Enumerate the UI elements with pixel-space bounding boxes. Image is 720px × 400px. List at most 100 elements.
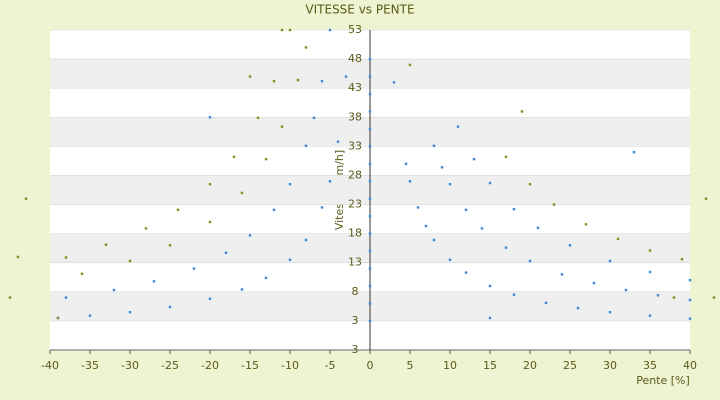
point [128,259,132,263]
point [304,46,308,49]
point [560,273,564,276]
point [280,125,284,128]
point [88,314,92,317]
x-tick-label: -15 [241,359,259,372]
point [104,243,108,246]
point [24,197,28,200]
point [368,75,372,78]
point [208,297,212,300]
point [472,157,476,161]
point [288,182,292,186]
point [368,284,372,288]
point [368,92,372,96]
x-tick-label: -5 [325,359,336,372]
point [528,182,532,186]
x-tick-label: 5 [407,359,414,372]
y-tick-label: 8 [352,285,359,298]
point [368,162,372,166]
point [168,244,172,247]
point [504,246,508,249]
point [368,127,372,131]
point [144,227,148,230]
point [608,259,612,263]
point [320,80,324,83]
point [296,78,300,82]
point [368,302,372,305]
point [464,208,468,211]
point [248,234,252,237]
point [680,258,684,261]
point [688,317,692,320]
point [656,294,660,297]
point [16,255,20,259]
point [632,150,636,154]
point [712,296,716,299]
point [208,116,212,119]
point [208,182,212,186]
point [344,75,348,78]
point [368,249,372,253]
x-tick-label: -35 [81,359,99,372]
point [8,296,12,299]
x-tick-label: 40 [683,359,697,372]
x-tick-label: 35 [643,359,657,372]
point [704,197,708,200]
point [584,223,588,226]
point [224,251,228,255]
point [648,270,652,274]
point [448,258,452,262]
x-tick-label: 15 [483,359,497,372]
y-tick-label: 18 [348,227,362,240]
point [168,305,172,309]
point [592,281,596,285]
point [256,116,260,120]
point [624,288,628,292]
x-tick-label: -20 [201,359,219,372]
x-tick-label: -30 [121,359,139,372]
point [64,256,68,259]
y-tick-label: 38 [348,110,362,123]
point [536,226,540,230]
point [272,208,276,211]
point [392,81,396,84]
point [648,249,652,252]
point [192,267,196,270]
y-tick-label: 43 [348,81,362,94]
point [128,310,132,314]
point [112,288,116,292]
point [240,191,244,195]
y-tick-label: 48 [348,52,362,65]
x-tick-label: -25 [161,359,179,372]
y-tick-label: 33 [348,139,362,152]
point [528,259,532,263]
x-tick-label: 20 [523,359,537,372]
point [576,306,580,310]
point [464,271,468,274]
point [368,319,372,323]
point [448,182,452,186]
point [408,180,412,183]
point [232,155,236,159]
point [608,310,612,314]
point [488,181,492,185]
point [368,232,372,235]
point [208,220,212,224]
point [512,208,516,211]
point [320,206,324,209]
point [432,238,436,242]
point [488,284,492,288]
point [504,155,508,159]
point [512,293,516,296]
point [368,110,372,113]
point [672,296,676,299]
point [264,276,268,280]
point [152,280,156,283]
chart-title: VITESSE vs PENTE [305,3,414,17]
point [304,238,308,242]
point [568,244,572,247]
point [688,278,692,282]
point [328,28,332,32]
y-tick-label: 28 [348,168,362,181]
point [368,197,372,200]
